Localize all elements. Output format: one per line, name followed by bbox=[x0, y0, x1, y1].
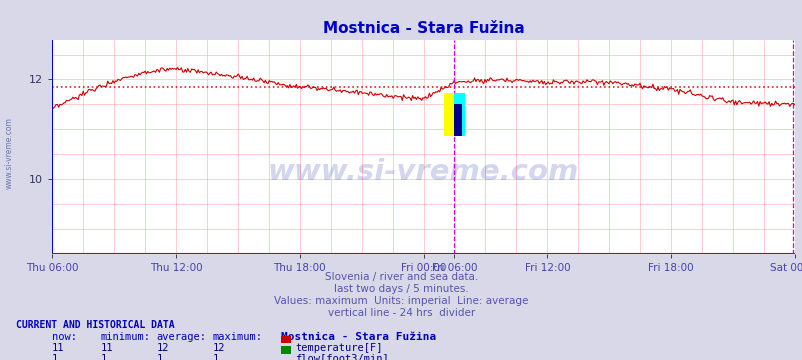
Title: Mostnica - Stara Fužina: Mostnica - Stara Fužina bbox=[322, 21, 524, 36]
Text: 1: 1 bbox=[156, 354, 163, 360]
Text: vertical line - 24 hrs  divider: vertical line - 24 hrs divider bbox=[327, 308, 475, 318]
Text: 11: 11 bbox=[52, 343, 65, 353]
Text: Slovenia / river and sea data.: Slovenia / river and sea data. bbox=[325, 272, 477, 282]
Text: temperature[F]: temperature[F] bbox=[295, 343, 383, 353]
Text: 11: 11 bbox=[100, 343, 113, 353]
Text: now:: now: bbox=[52, 332, 77, 342]
Text: www.si-vreme.com: www.si-vreme.com bbox=[268, 158, 578, 186]
Text: 12: 12 bbox=[213, 343, 225, 353]
Text: Values: maximum  Units: imperial  Line: average: Values: maximum Units: imperial Line: av… bbox=[274, 296, 528, 306]
Text: CURRENT AND HISTORICAL DATA: CURRENT AND HISTORICAL DATA bbox=[16, 320, 175, 330]
Text: average:: average: bbox=[156, 332, 206, 342]
Text: flow[foot3/min]: flow[foot3/min] bbox=[295, 354, 389, 360]
Text: 1: 1 bbox=[52, 354, 59, 360]
Text: minimum:: minimum: bbox=[100, 332, 150, 342]
Text: Mostnica - Stara Fužina: Mostnica - Stara Fužina bbox=[281, 332, 435, 342]
Text: 1: 1 bbox=[100, 354, 107, 360]
Text: maximum:: maximum: bbox=[213, 332, 262, 342]
Text: www.si-vreme.com: www.si-vreme.com bbox=[5, 117, 14, 189]
Bar bbox=[444, 93, 454, 136]
Text: 1: 1 bbox=[213, 354, 219, 360]
Bar bbox=[454, 104, 462, 136]
Bar bbox=[454, 93, 464, 136]
Text: 12: 12 bbox=[156, 343, 169, 353]
Text: last two days / 5 minutes.: last two days / 5 minutes. bbox=[334, 284, 468, 294]
